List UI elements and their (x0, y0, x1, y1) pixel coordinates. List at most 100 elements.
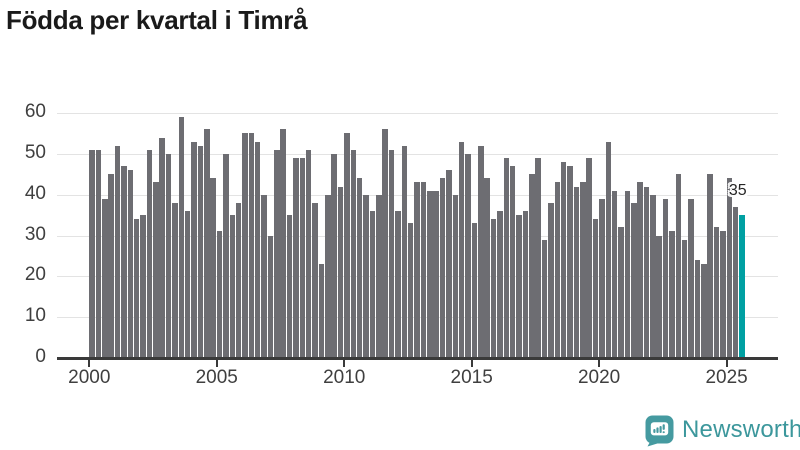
bar-2001Q2 (121, 166, 127, 358)
newsworthy-icon (644, 414, 675, 447)
bar-2013Q1 (420, 182, 427, 358)
bar-2010Q3 (356, 178, 363, 358)
bar-2024Q2 (707, 174, 713, 358)
bar-2025Q1 (726, 178, 733, 358)
y-axis-tick-label: 50 (24, 141, 46, 163)
bar-2011Q4 (388, 149, 395, 358)
bar-2010Q2 (350, 149, 357, 358)
bar-2021Q1 (624, 190, 631, 358)
bar-2016Q1 (497, 211, 503, 358)
bar-2005Q3 (229, 215, 235, 358)
bar-2004Q2 (197, 145, 204, 358)
bar-2004Q3 (204, 129, 210, 358)
bar-2006Q3 (254, 141, 261, 358)
bar-2025Q2 (732, 206, 739, 358)
bar-2003Q3 (178, 117, 185, 358)
bar-2015Q2 (478, 145, 484, 358)
bar-2013Q2 (427, 190, 433, 358)
x-axis-tick-2015 (470, 360, 473, 367)
bar-2009Q4 (337, 186, 344, 358)
bar-2023Q1 (675, 174, 682, 358)
y-axis-tick-label: 40 (24, 182, 46, 204)
bar-2017Q4 (541, 239, 548, 358)
bar-2010Q4 (363, 194, 369, 358)
bar-2007Q4 (286, 215, 293, 358)
x-axis-tick-label: 2020 (577, 367, 621, 388)
bar-2022Q4 (669, 231, 675, 358)
bar-2005Q2 (223, 153, 229, 358)
bar-2014Q3 (458, 141, 465, 358)
chart-title: Födda per kvartal i Timrå (6, 5, 308, 35)
bar-2008Q4 (312, 202, 318, 358)
bar-2024Q4 (720, 231, 726, 358)
bar-2019Q2 (580, 182, 586, 358)
bar-2010Q1 (344, 133, 350, 358)
bar-2022Q2 (656, 235, 662, 358)
bar-2021Q3 (637, 182, 643, 358)
bar-2022Q1 (650, 194, 656, 358)
bar-2011Q3 (382, 129, 388, 358)
y-axis-tick-label: 20 (24, 264, 46, 286)
y-axis-tick-label: 60 (24, 101, 46, 122)
bar-2018Q4 (567, 166, 573, 358)
bar-2015Q3 (484, 178, 490, 358)
newsworthy-logo[interactable]: Newsworthy (644, 413, 800, 447)
bar-2003Q1 (165, 153, 172, 358)
bar-2020Q4 (618, 227, 624, 358)
bar-2012Q3 (407, 223, 414, 358)
bar-2013Q3 (433, 190, 439, 358)
bar-2021Q2 (631, 202, 637, 358)
bar-2000Q1 (89, 149, 95, 358)
x-axis-tick-2025 (725, 360, 728, 367)
bar-2018Q3 (560, 162, 567, 358)
bar-2023Q4 (694, 260, 701, 358)
bar-2007Q2 (274, 149, 280, 358)
bar-2006Q4 (261, 194, 267, 358)
bar-2012Q4 (414, 182, 420, 358)
y-axis-tick-label: 10 (24, 305, 46, 327)
highlighted-bar-2025Q3 (739, 215, 745, 358)
bar-2007Q3 (280, 129, 286, 358)
bar-2002Q1 (140, 215, 146, 358)
bar-2005Q1 (216, 231, 223, 358)
x-axis-tick-2005 (215, 360, 218, 367)
x-axis-line (57, 357, 778, 360)
bar-2007Q1 (267, 235, 274, 358)
x-axis-tick-2000 (88, 360, 91, 367)
bar-2023Q3 (688, 198, 694, 358)
bar-2009Q1 (318, 264, 325, 358)
bar-2017Q1 (522, 211, 529, 358)
bar-2019Q4 (592, 219, 599, 358)
y-axis-tick-label: 0 (35, 346, 46, 367)
gridline-y-60 (57, 113, 778, 114)
bar-2017Q3 (535, 157, 541, 358)
bar-2011Q1 (369, 211, 376, 358)
bar-2000Q3 (102, 198, 108, 358)
bar-2016Q2 (503, 157, 510, 358)
bar-2019Q1 (573, 186, 580, 358)
bar-2009Q3 (331, 153, 337, 358)
bar-2020Q2 (605, 141, 611, 358)
bar-2014Q1 (446, 170, 452, 358)
bar-2006Q1 (242, 133, 248, 358)
bar-2016Q4 (516, 215, 522, 358)
x-axis-tick-label: 2005 (195, 367, 238, 388)
x-axis-tick-label: 2025 (705, 367, 748, 388)
bar-2015Q1 (471, 223, 478, 358)
bar-2024Q1 (701, 264, 707, 358)
highlight-value-label: 35 (728, 182, 747, 200)
bar-2002Q4 (159, 137, 165, 358)
bar-2003Q4 (184, 211, 191, 358)
x-axis-tick-label: 2015 (450, 367, 493, 388)
bar-2009Q2 (325, 194, 331, 358)
bar-2020Q3 (611, 190, 618, 358)
bar-2003Q2 (172, 202, 178, 358)
bar-2002Q2 (146, 149, 153, 358)
bar-2008Q3 (305, 149, 312, 358)
bar-2000Q2 (95, 149, 102, 358)
bar-2020Q1 (599, 198, 605, 358)
bar-2011Q2 (376, 194, 382, 358)
bar-2001Q3 (127, 170, 134, 358)
bar-2012Q1 (395, 211, 401, 358)
